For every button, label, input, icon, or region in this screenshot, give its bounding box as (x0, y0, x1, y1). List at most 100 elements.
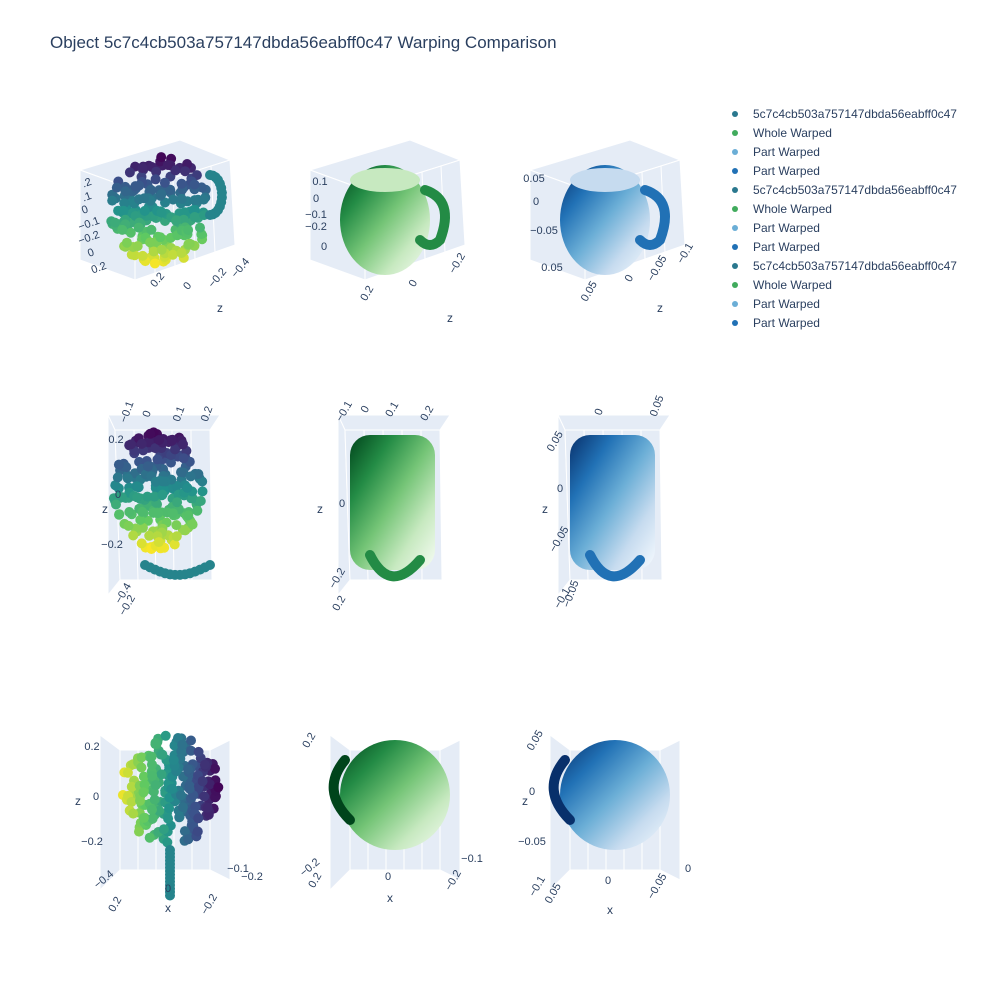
point-mark (177, 802, 188, 813)
legend-marker (732, 281, 738, 288)
tick-label: 0 (165, 883, 171, 895)
legend-marker (732, 243, 738, 250)
point-mark (149, 491, 160, 502)
point-mark (137, 250, 148, 261)
legend-item[interactable]: Part Warped (725, 218, 957, 237)
tick-label: −0.05 (645, 871, 669, 901)
point-mark (183, 239, 194, 250)
object-points (350, 435, 435, 582)
tick-label: 0.2 (358, 284, 376, 303)
tick-label: −0.2 (241, 871, 263, 883)
legend-marker (732, 186, 738, 193)
point-mark (148, 246, 159, 257)
point-mark (197, 476, 208, 487)
scene-r1c2[interactable]: 0.10−0.1−0.200.20−0.2z (305, 139, 468, 325)
tick-label: 0 (592, 407, 605, 417)
legend-item[interactable]: Whole Warped (725, 199, 957, 218)
point-mark (169, 740, 180, 751)
scene-r2c2[interactable]: −0.1 0 0.1 0.20−0.20.2z (317, 399, 451, 613)
scene-r1c1[interactable]: .2.10−0.1−0.200.20.2 0 −0.2 −0.4z (77, 139, 253, 315)
scene-r2c3[interactable]: 0 0.050.050−0.05−0.1−0.05z (542, 394, 671, 611)
point-mark (122, 767, 133, 778)
legend-item[interactable]: 5c7c4cb503a757147dbda56eabff0c47 (725, 180, 957, 199)
legend-label: Part Warped (753, 220, 820, 235)
point-mark (199, 791, 210, 802)
legend-item[interactable]: 5c7c4cb503a757147dbda56eabff0c47 (725, 104, 957, 123)
point-mark (184, 783, 195, 794)
point-mark (139, 779, 150, 790)
point-mark (168, 755, 179, 766)
legend-item[interactable]: 5c7c4cb503a757147dbda56eabff0c47 (725, 256, 957, 275)
point-mark (178, 439, 188, 450)
legend-marker (732, 110, 738, 117)
point-mark (147, 813, 158, 824)
legend-item[interactable]: Part Warped (725, 237, 957, 256)
tick-label: 0.1 (171, 405, 188, 423)
point-mark (150, 443, 161, 454)
tick-label: 0 (86, 246, 96, 259)
tick-label: 0 (313, 193, 319, 205)
legend-item[interactable]: Whole Warped (725, 123, 957, 142)
point-mark (138, 787, 149, 798)
tick-label: −0.4 (229, 256, 252, 280)
legend-label: Part Warped (753, 296, 820, 311)
axis-title: z (102, 502, 108, 516)
scene-pane (557, 414, 671, 431)
point-mark (114, 509, 124, 520)
object-points (548, 740, 670, 850)
mug-body (560, 165, 650, 275)
legend-marker (732, 224, 738, 231)
legend-marker (732, 129, 738, 136)
point-mark (130, 181, 141, 192)
point-mark (171, 520, 182, 531)
point-mark (170, 165, 181, 176)
point-mark (178, 453, 189, 464)
point-mark (137, 506, 148, 517)
scene-r3c2[interactable]: 0.2−0.20.2 0 −0.2−0.1x (298, 731, 483, 905)
tick-label: 0 (557, 483, 563, 495)
tick-label: 0 (181, 280, 194, 292)
point-mark (195, 222, 205, 233)
point-mark (107, 195, 118, 206)
point-mark (180, 166, 191, 177)
point-mark (147, 759, 157, 770)
tick-label: .1 (81, 190, 94, 204)
legend-item[interactable]: Part Warped (725, 142, 957, 161)
legend-item[interactable]: Whole Warped (725, 275, 957, 294)
point-mark (162, 837, 173, 848)
tick-label: −0.05 (530, 225, 558, 237)
legend-item[interactable]: Part Warped (725, 161, 957, 180)
point-mark (138, 771, 149, 782)
point-mark (128, 808, 139, 819)
point-mark (192, 826, 203, 837)
tick-label: 0.05 (523, 173, 544, 185)
point-mark (144, 832, 155, 843)
point-mark (183, 834, 194, 845)
legend-label: Part Warped (753, 144, 820, 159)
point-mark (133, 482, 144, 493)
scene-r1c3[interactable]: 0.050−0.050.050.050 −0.05 −0.1z (523, 139, 696, 315)
tick-label: 0 (115, 489, 121, 501)
point-mark (210, 763, 220, 774)
scene-r2c1[interactable]: −0.1 0 0.1 0.20.20−0.2−0.4−0.2z (101, 400, 221, 618)
tick-label: 0 (407, 278, 420, 289)
point-mark (166, 435, 177, 446)
point-mark (171, 531, 182, 542)
legend-item[interactable]: Part Warped (725, 294, 957, 313)
point-mark (145, 237, 156, 248)
legend-label: 5c7c4cb503a757147dbda56eabff0c47 (753, 106, 957, 121)
point-mark (126, 781, 137, 792)
tick-label: 0 (685, 863, 691, 875)
object-points (108, 427, 215, 580)
tick-label: 0.1 (312, 176, 327, 188)
tick-label: 0 (623, 273, 636, 284)
point-mark (172, 497, 183, 508)
point-mark (125, 439, 136, 450)
point-mark (157, 749, 168, 760)
mug-handle (585, 550, 645, 582)
scene-r3c1[interactable]: 0.20−0.2−0.40.20−0.2−0.1−0.2zx (75, 730, 263, 917)
point-mark (195, 496, 206, 506)
legend-item[interactable]: Part Warped (725, 313, 957, 332)
